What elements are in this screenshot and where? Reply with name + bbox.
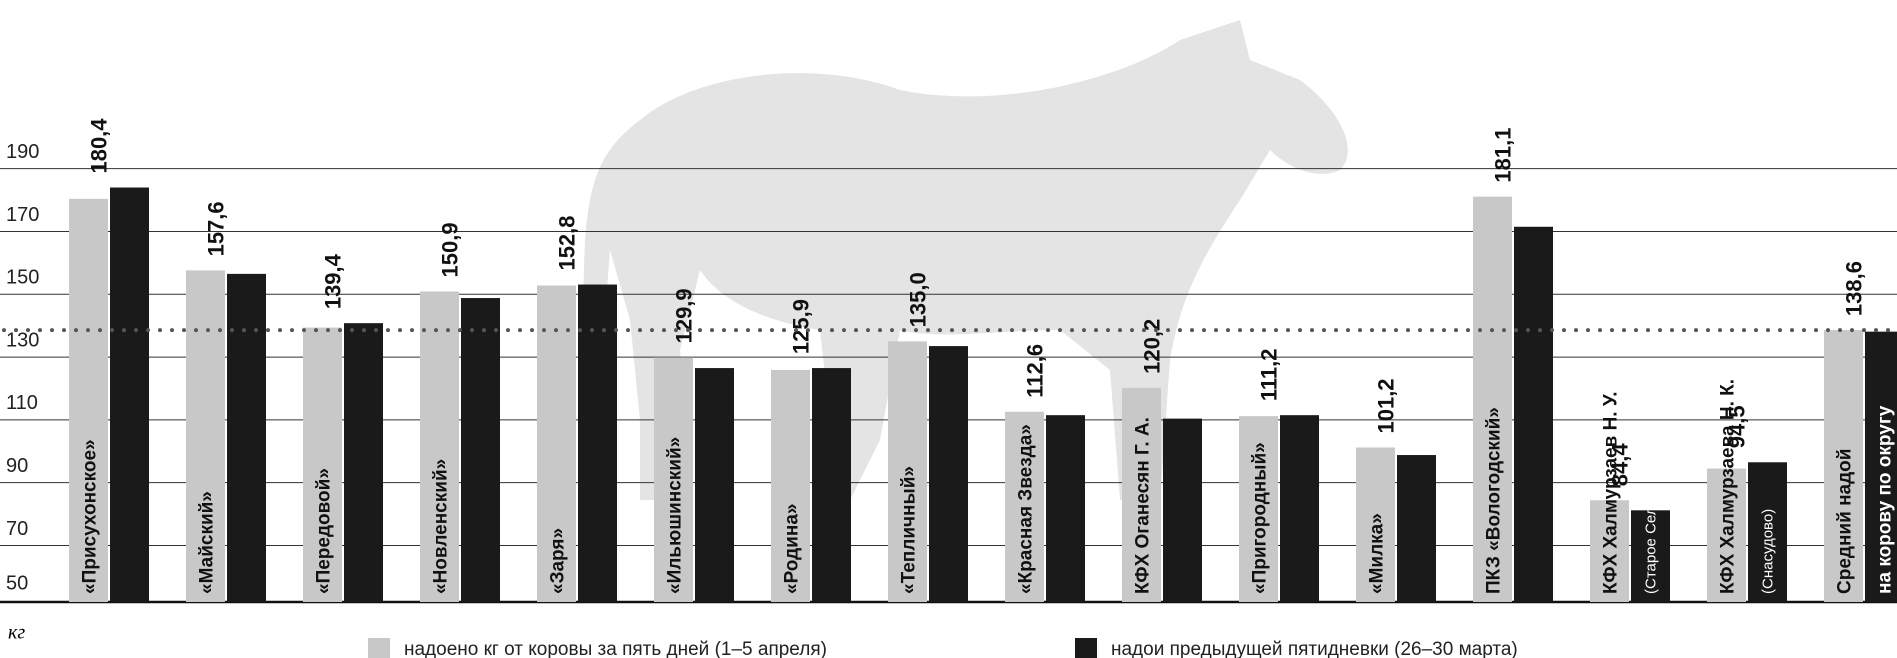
y-axis-label: кг bbox=[8, 622, 25, 644]
category-label: «Красная Звезда» bbox=[1016, 424, 1037, 594]
legend-label: надоено кг от коровы за пять дней (1–5 а… bbox=[404, 639, 827, 658]
value-label: 150,9 bbox=[437, 222, 462, 277]
y-tick-label: 130 bbox=[6, 329, 39, 351]
bar bbox=[110, 187, 149, 602]
bar bbox=[695, 368, 734, 602]
value-label: 157,6 bbox=[203, 201, 228, 256]
bar bbox=[1514, 226, 1553, 602]
bar bbox=[1590, 500, 1629, 602]
category-label: «Передовой» bbox=[314, 468, 335, 594]
bar bbox=[1046, 415, 1085, 602]
bar bbox=[888, 341, 927, 602]
category-label: ПКЗ «Вологодский» bbox=[1484, 407, 1505, 594]
bar bbox=[227, 273, 266, 602]
legend-label: надои предыдущей пятидневки (26–30 марта… bbox=[1111, 639, 1518, 658]
bar bbox=[1163, 418, 1202, 602]
category-label: КФХ Халмурзаева Н. К. bbox=[1718, 379, 1739, 594]
bar bbox=[929, 346, 968, 602]
value-label: 111,2 bbox=[1256, 349, 1281, 402]
legend-swatch bbox=[368, 638, 390, 658]
cow-silhouette bbox=[580, 20, 1348, 500]
bar bbox=[186, 270, 225, 602]
value-label: 181,1 bbox=[1490, 128, 1515, 183]
category-sublabel: на корову по округу bbox=[1875, 405, 1896, 594]
bar bbox=[771, 369, 810, 602]
category-label: КФХ Халмурзаев Н. У. bbox=[1601, 391, 1622, 594]
bar bbox=[344, 323, 383, 602]
category-label: «Заря» bbox=[548, 528, 569, 594]
value-label: 120,2 bbox=[1139, 319, 1164, 374]
value-label: 84,4 bbox=[1607, 443, 1632, 487]
bar bbox=[1473, 196, 1512, 602]
value-label: 125,9 bbox=[788, 299, 813, 354]
bar bbox=[303, 327, 342, 602]
value-label: 129,9 bbox=[671, 288, 696, 343]
bar bbox=[812, 368, 851, 602]
category-label: КФХ Оганесян Г. А. bbox=[1133, 417, 1154, 594]
category-label: «Ильюшинский» bbox=[665, 437, 686, 594]
value-label: 180,4 bbox=[86, 118, 111, 174]
y-tick-label: 110 bbox=[6, 392, 38, 414]
category-label: «Милка» bbox=[1367, 513, 1388, 594]
bar bbox=[654, 357, 693, 602]
bar bbox=[1280, 415, 1319, 602]
bar bbox=[578, 284, 617, 602]
bar bbox=[1707, 468, 1746, 602]
value-label: 94,5 bbox=[1724, 405, 1749, 448]
value-label: 139,4 bbox=[320, 253, 345, 309]
bar bbox=[537, 285, 576, 602]
y-tick-label: 170 bbox=[6, 204, 39, 226]
bar bbox=[1122, 387, 1161, 602]
category-sublabel: (Снасудово) bbox=[1759, 509, 1776, 594]
value-label: 138,6 bbox=[1841, 261, 1866, 316]
category-label: «Тепличный» bbox=[899, 466, 920, 594]
bar bbox=[1397, 455, 1436, 602]
y-tick-label: 50 bbox=[6, 572, 28, 594]
value-label: 135,0 bbox=[905, 272, 930, 327]
category-label: Средний надой bbox=[1835, 449, 1856, 594]
category-label: «Новленский» bbox=[431, 459, 452, 594]
bar bbox=[69, 198, 108, 602]
bar bbox=[1631, 510, 1670, 602]
bar bbox=[420, 291, 459, 602]
value-label: 101,2 bbox=[1373, 378, 1398, 433]
y-tick-label: 90 bbox=[6, 455, 28, 477]
y-tick-label: 150 bbox=[6, 267, 39, 289]
bar bbox=[1356, 447, 1395, 602]
category-label: «Присухонское» bbox=[80, 439, 101, 594]
bar bbox=[1824, 330, 1863, 602]
category-label: «Пригородный» bbox=[1250, 442, 1271, 594]
value-label: 152,8 bbox=[554, 215, 579, 270]
bar bbox=[1865, 331, 1897, 602]
category-label: «Майский» bbox=[197, 491, 218, 594]
legend-swatch bbox=[1075, 638, 1097, 658]
value-label: 112,6 bbox=[1022, 344, 1047, 398]
y-tick-label: 70 bbox=[6, 518, 28, 540]
bar bbox=[1005, 411, 1044, 602]
bar bbox=[1748, 462, 1787, 602]
category-label: «Родина» bbox=[782, 504, 803, 594]
y-tick-label: 190 bbox=[6, 141, 39, 163]
bar bbox=[461, 298, 500, 602]
category-sublabel: (Старое Село) bbox=[1642, 493, 1659, 594]
bar bbox=[1239, 416, 1278, 602]
